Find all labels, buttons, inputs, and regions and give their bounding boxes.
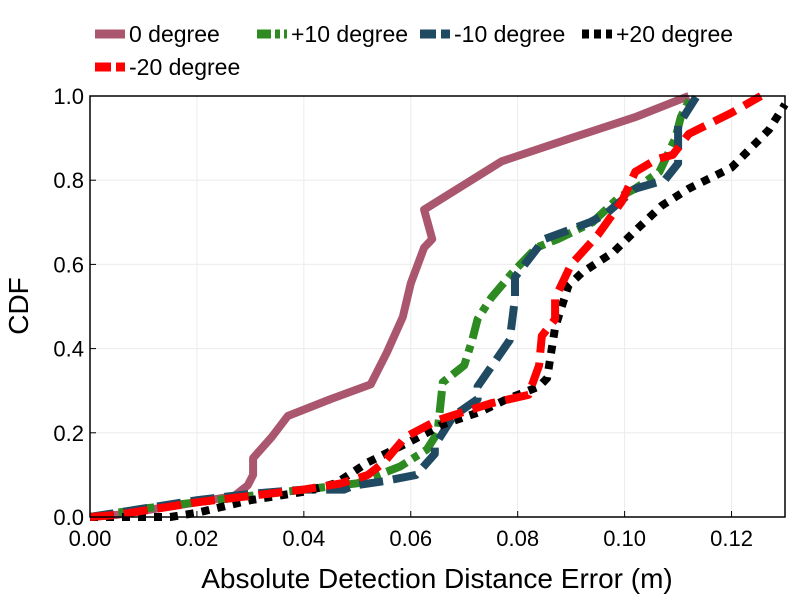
legend: 0 degree +10 degree -10 degree +20 degree -2… xyxy=(95,21,733,80)
y-tick-label: 0.8 xyxy=(53,168,84,193)
y-tick-label: 0.2 xyxy=(53,421,84,446)
x-tick-label: 0.10 xyxy=(603,526,646,551)
y-axis-ticks: 0.0 0.2 0.4 0.6 0.8 1.0 xyxy=(53,84,96,530)
plot-frame xyxy=(89,95,786,518)
legend-label: 0 degree xyxy=(129,21,220,47)
series-line-20-degree xyxy=(90,102,789,521)
series-line-20-degree xyxy=(89,92,763,521)
x-axis-ticks: 0.00 0.02 0.04 0.06 0.08 0.10 0.12 xyxy=(69,511,753,551)
legend-label: -20 degree xyxy=(129,54,240,80)
legend-label: +20 degree xyxy=(616,21,733,47)
x-tick-label: 0.02 xyxy=(176,526,219,551)
x-axis-title: Absolute Detection Distance Error (m) xyxy=(201,563,673,594)
x-tick-label: 0.00 xyxy=(69,526,112,551)
x-tick-label: 0.04 xyxy=(282,526,325,551)
y-tick-label: 0.0 xyxy=(53,505,84,530)
y-tick-label: 0.6 xyxy=(53,252,84,277)
y-axis-title: CDF xyxy=(3,277,34,335)
legend-label: -10 degree xyxy=(454,21,565,47)
x-tick-label: 0.12 xyxy=(710,526,753,551)
x-tick-label: 0.08 xyxy=(496,526,539,551)
legend-label: +10 degree xyxy=(291,21,408,47)
y-tick-label: 1.0 xyxy=(53,84,84,109)
series-lines xyxy=(89,92,789,521)
y-tick-label: 0.4 xyxy=(53,337,84,362)
x-tick-label: 0.06 xyxy=(389,526,432,551)
